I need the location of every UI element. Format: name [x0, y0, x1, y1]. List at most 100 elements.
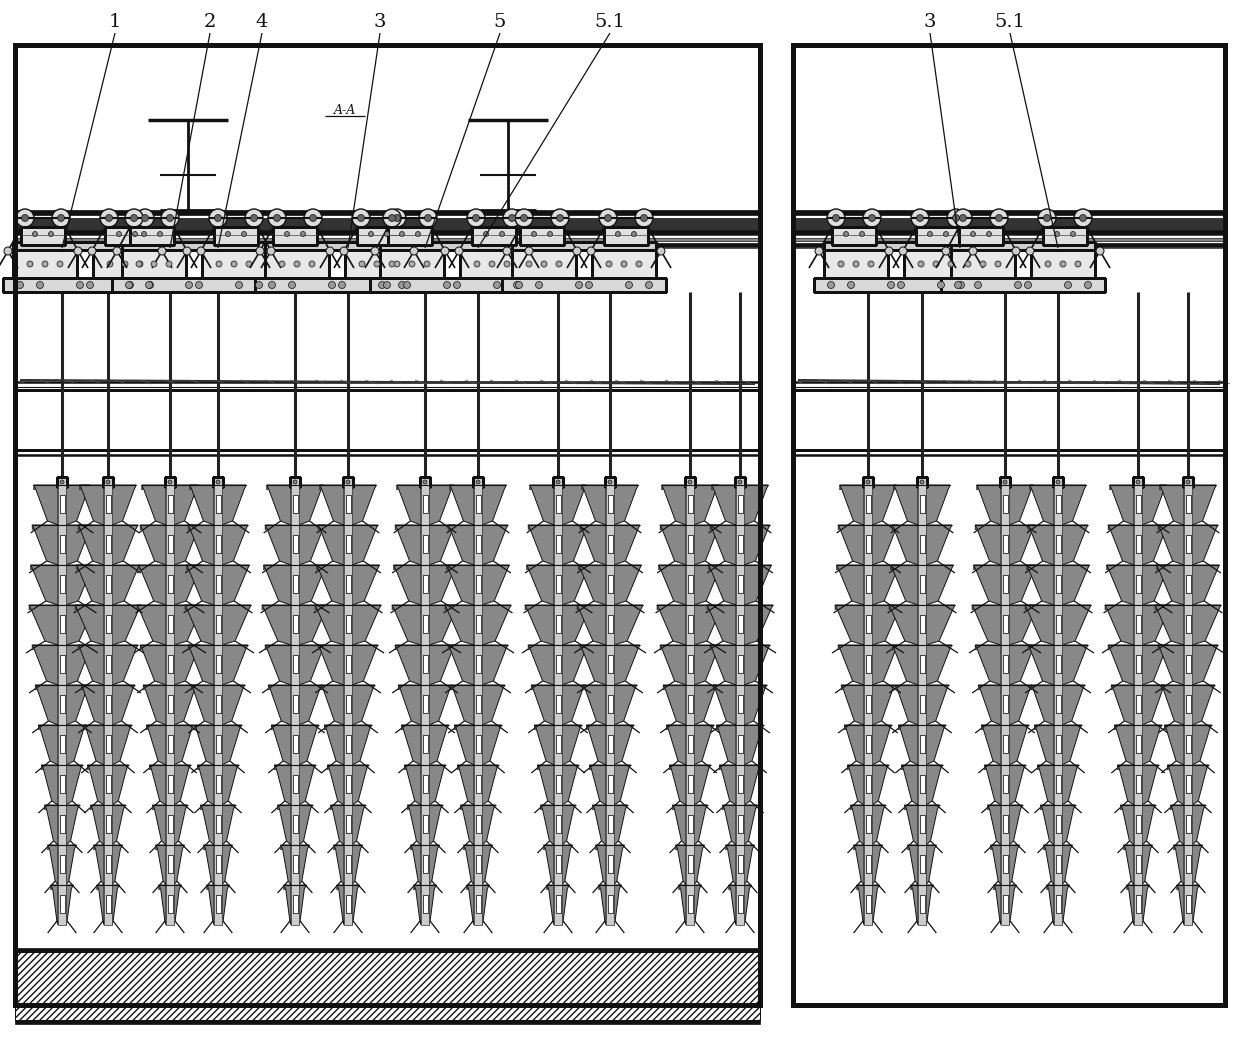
- Polygon shape: [155, 845, 166, 885]
- Circle shape: [125, 282, 133, 288]
- Polygon shape: [460, 805, 463, 810]
- Polygon shape: [589, 765, 606, 805]
- Polygon shape: [1061, 605, 1091, 645]
- Polygon shape: [926, 685, 949, 725]
- Circle shape: [646, 282, 652, 288]
- Bar: [864, 605, 872, 645]
- Bar: [422, 725, 429, 765]
- Polygon shape: [657, 605, 686, 645]
- Bar: [216, 655, 221, 673]
- Polygon shape: [719, 765, 737, 805]
- Polygon shape: [723, 805, 724, 810]
- Bar: [520, 227, 564, 245]
- Polygon shape: [393, 565, 396, 570]
- Polygon shape: [331, 805, 332, 810]
- Bar: [813, 278, 978, 292]
- Circle shape: [410, 247, 418, 255]
- Polygon shape: [97, 885, 99, 890]
- Bar: [422, 685, 429, 725]
- Circle shape: [641, 215, 647, 222]
- Polygon shape: [1159, 485, 1184, 525]
- Bar: [379, 250, 444, 278]
- Circle shape: [4, 247, 12, 255]
- Bar: [346, 495, 351, 513]
- Polygon shape: [143, 685, 166, 725]
- Bar: [1184, 725, 1192, 765]
- Bar: [999, 477, 1011, 487]
- Bar: [1055, 655, 1060, 673]
- Bar: [1002, 895, 1007, 913]
- Circle shape: [136, 209, 154, 227]
- Polygon shape: [451, 685, 474, 725]
- Bar: [343, 805, 352, 845]
- Bar: [105, 535, 110, 553]
- Bar: [556, 855, 560, 873]
- Bar: [167, 535, 172, 553]
- Bar: [864, 565, 872, 605]
- Circle shape: [383, 209, 401, 227]
- Polygon shape: [278, 805, 291, 845]
- Polygon shape: [1159, 485, 1162, 490]
- Bar: [1002, 535, 1007, 553]
- Circle shape: [1070, 231, 1075, 237]
- Polygon shape: [404, 765, 422, 805]
- Bar: [1054, 765, 1061, 805]
- Polygon shape: [352, 605, 381, 645]
- Polygon shape: [66, 765, 83, 805]
- Polygon shape: [977, 485, 978, 490]
- Polygon shape: [694, 565, 722, 605]
- Polygon shape: [410, 845, 413, 850]
- Polygon shape: [78, 645, 104, 685]
- Polygon shape: [844, 725, 864, 765]
- Bar: [1136, 575, 1141, 593]
- Bar: [1135, 805, 1142, 845]
- Bar: [293, 615, 298, 633]
- Polygon shape: [1177, 885, 1184, 925]
- Polygon shape: [174, 485, 198, 525]
- Polygon shape: [188, 645, 215, 685]
- Bar: [475, 495, 481, 513]
- Bar: [1054, 845, 1061, 885]
- Circle shape: [36, 282, 43, 288]
- Bar: [291, 765, 299, 805]
- Bar: [863, 477, 873, 487]
- Bar: [686, 805, 694, 845]
- Circle shape: [606, 261, 613, 267]
- Bar: [423, 495, 428, 513]
- Polygon shape: [857, 885, 858, 890]
- Circle shape: [937, 282, 945, 288]
- Polygon shape: [1009, 605, 1038, 645]
- Polygon shape: [185, 605, 187, 610]
- Polygon shape: [408, 805, 422, 845]
- Polygon shape: [543, 845, 546, 850]
- Bar: [1001, 525, 1009, 565]
- Circle shape: [888, 282, 894, 288]
- Bar: [794, 230, 1225, 235]
- Bar: [608, 575, 613, 593]
- Circle shape: [980, 261, 986, 267]
- Polygon shape: [203, 845, 215, 885]
- Polygon shape: [445, 605, 474, 645]
- Polygon shape: [676, 845, 677, 850]
- Bar: [21, 227, 64, 245]
- Polygon shape: [547, 885, 554, 925]
- Bar: [1055, 575, 1060, 593]
- Bar: [422, 765, 429, 805]
- Polygon shape: [1142, 565, 1169, 605]
- Polygon shape: [529, 485, 554, 525]
- Polygon shape: [744, 725, 764, 765]
- Polygon shape: [676, 845, 686, 885]
- Polygon shape: [448, 645, 474, 685]
- Polygon shape: [723, 805, 737, 845]
- Polygon shape: [325, 725, 326, 730]
- Polygon shape: [1115, 725, 1135, 765]
- Polygon shape: [327, 765, 330, 770]
- Polygon shape: [839, 485, 842, 490]
- Polygon shape: [543, 845, 554, 885]
- Polygon shape: [1061, 685, 1085, 725]
- Bar: [291, 845, 299, 885]
- Bar: [58, 845, 66, 885]
- Bar: [1002, 495, 1007, 513]
- Circle shape: [942, 247, 950, 255]
- Polygon shape: [593, 805, 594, 810]
